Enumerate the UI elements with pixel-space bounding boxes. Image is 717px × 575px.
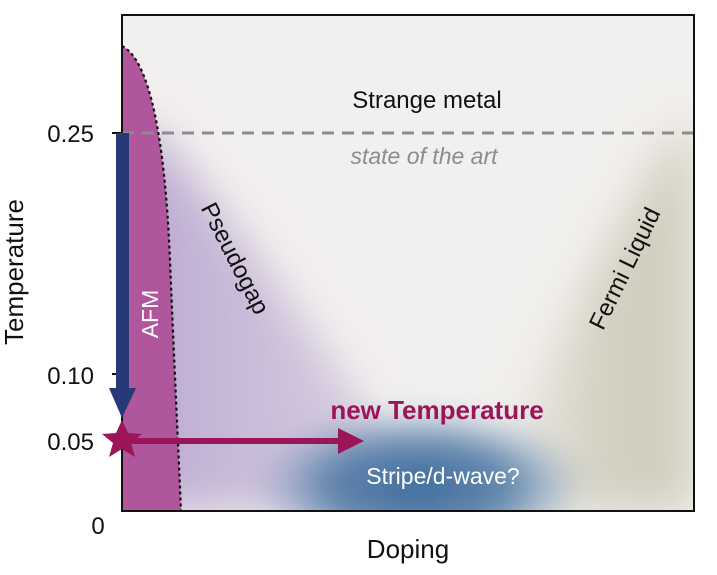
x-axis-label: Doping <box>367 534 449 564</box>
y-axis-label: Temperature <box>0 199 29 345</box>
star-marker <box>102 420 142 457</box>
fermi-liquid-region <box>520 120 694 511</box>
stripe-region <box>250 400 590 511</box>
afm-region <box>122 46 181 511</box>
stripe-label: Stripe/d-wave? <box>366 463 519 489</box>
strange-metal-label: Strange metal <box>352 87 501 114</box>
doping-arrow-head <box>338 428 364 454</box>
state-of-art-label: state of the art <box>350 143 499 169</box>
y-tick-label-010: 0.10 <box>47 363 94 390</box>
y-tick-label-025: 0.25 <box>47 121 94 148</box>
doping-arrow-shaft <box>122 438 344 444</box>
cooling-arrow-shaft <box>116 133 129 390</box>
afm-boundary <box>121 45 183 512</box>
y-tick-label-005: 0.05 <box>47 429 94 456</box>
cooling-arrow-head <box>109 388 136 418</box>
afm-label: AFM <box>137 290 163 339</box>
new-temperature-label: new Temperature <box>330 395 543 425</box>
y-tick-label-0: 0 <box>91 513 104 540</box>
